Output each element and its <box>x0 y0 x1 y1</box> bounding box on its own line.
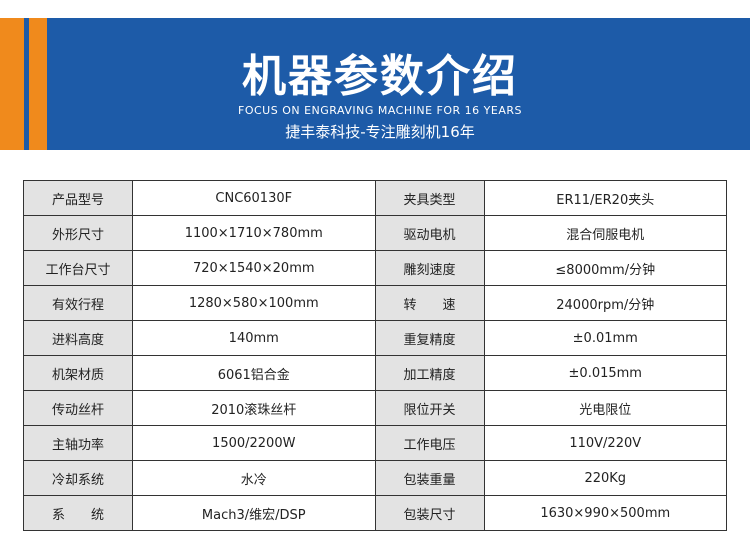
spec-label: 雕刻速度 <box>374 250 485 286</box>
spec-value: 1630×990×500mm <box>483 495 727 531</box>
title: 机器参数介绍 <box>242 51 518 102</box>
stripe <box>29 18 47 150</box>
spec-value: 140mm <box>132 320 376 356</box>
spec-label: 产品型号 <box>23 180 133 216</box>
row: 有效行程 1280×580×100mm 转 速 24000rpm/分钟 <box>23 285 727 321</box>
spec-label: 工作台尺寸 <box>23 250 133 286</box>
row: 主轴功率 1500/2200W 工作电压 110V/220V <box>23 425 727 461</box>
row: 传动丝杆 2010滚珠丝杆 限位开关 光电限位 <box>23 390 727 426</box>
spec-value: 1280×580×100mm <box>132 285 376 321</box>
spec-value: 水冷 <box>132 460 376 496</box>
row: 外形尺寸 1100×1710×780mm 驱动电机 混合伺服电机 <box>23 215 727 251</box>
spec-label: 限位开关 <box>374 390 485 426</box>
spec-table: 产品型号 CNC60130F 夹具类型 ER11/ER20夹头 外形尺寸 1100×171… <box>23 180 727 531</box>
spec-value: 24000rpm/分钟 <box>483 285 727 321</box>
spec-value: ±0.015mm <box>483 355 727 391</box>
spec-value: 6061铝合金 <box>132 355 376 391</box>
row: 系 统 Mach3/维宏/DSP 包装尺寸 1630×990×500mm <box>23 495 727 531</box>
spec-label: 机架材质 <box>23 355 133 391</box>
spec-value: CNC60130F <box>132 180 376 216</box>
spec-label: 主轴功率 <box>23 425 133 461</box>
subtitle-en: FOCUS ON ENGRAVING MACHINE FOR 16 YEARS <box>238 104 522 117</box>
spec-value: Mach3/维宏/DSP <box>132 495 376 531</box>
spec-value: 1500/2200W <box>132 425 376 461</box>
row: 工作台尺寸 720×1540×20mm 雕刻速度 ≤8000mm/分钟 <box>23 250 727 286</box>
spec-label: 进料高度 <box>23 320 133 356</box>
stripe <box>0 18 24 150</box>
spec-label: 加工精度 <box>374 355 485 391</box>
spec-value: ≤8000mm/分钟 <box>483 250 727 286</box>
spec-label: 转 速 <box>374 285 485 321</box>
spec-value: 110V/220V <box>483 425 727 461</box>
spec-value: 220Kg <box>483 460 727 496</box>
spec-label: 系 统 <box>23 495 133 531</box>
spec-label: 驱动电机 <box>374 215 485 251</box>
spec-label: 传动丝杆 <box>23 390 133 426</box>
spec-value: ±0.01mm <box>483 320 727 356</box>
spec-label: 包装重量 <box>374 460 485 496</box>
spec-value: 2010滚珠丝杆 <box>132 390 376 426</box>
row: 机架材质 6061铝合金 加工精度 ±0.015mm <box>23 355 727 391</box>
row: 进料高度 140mm 重复精度 ±0.01mm <box>23 320 727 356</box>
row: 产品型号 CNC60130F 夹具类型 ER11/ER20夹头 <box>23 180 727 216</box>
spec-value: 1100×1710×780mm <box>132 215 376 251</box>
spec-label: 外形尺寸 <box>23 215 133 251</box>
spec-label: 冷却系统 <box>23 460 133 496</box>
subtitle-cn: 捷丰泰科技-专注雕刻机16年 <box>285 123 475 141</box>
spec-label: 包装尺寸 <box>374 495 485 531</box>
spec-value: 720×1540×20mm <box>132 250 376 286</box>
spec-value: 光电限位 <box>483 390 727 426</box>
spec-value: ER11/ER20夹头 <box>483 180 727 216</box>
spec-label: 有效行程 <box>23 285 133 321</box>
spec-label: 重复精度 <box>374 320 485 356</box>
spec-value: 混合伺服电机 <box>483 215 727 251</box>
spec-label: 工作电压 <box>374 425 485 461</box>
row: 冷却系统 水冷 包装重量 220Kg <box>23 460 727 496</box>
spec-label: 夹具类型 <box>374 180 485 216</box>
header-band: 机器参数介绍 FOCUS ON ENGRAVING MACHINE FOR 16… <box>0 18 750 150</box>
